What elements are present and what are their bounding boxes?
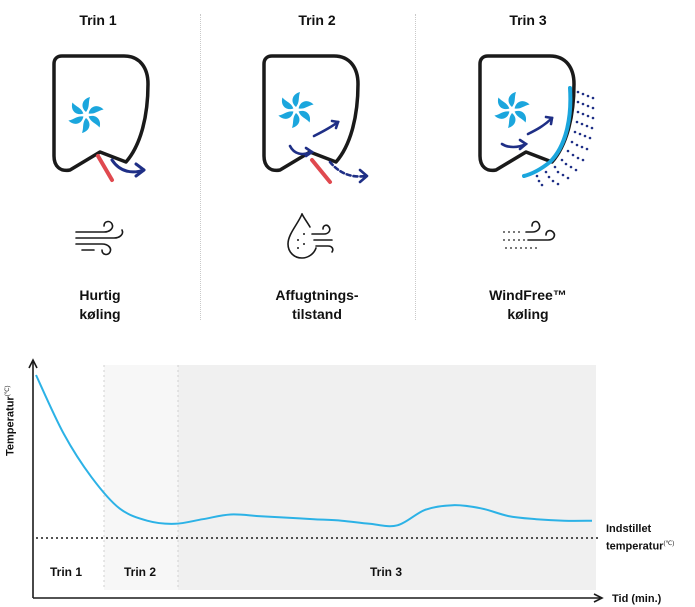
y-axis-label: Temperatur: [4, 396, 17, 456]
windfree-breeze-icon: [503, 220, 556, 249]
airflow-arrowhead-icon: [134, 162, 146, 178]
fan-icon: [494, 92, 530, 128]
phase-3-shade: [178, 365, 596, 590]
phase-label-3: Trin 3: [370, 565, 403, 579]
fast-wind-icon: [75, 220, 124, 256]
vane-red: [310, 158, 332, 184]
step-3-caption: WindFree™ køling: [453, 286, 603, 324]
step-2-caption-line2: tilstand: [292, 306, 342, 322]
y-axis-unit: (℃): [5, 385, 11, 397]
step-2-caption-line1: Affugtnings-: [275, 287, 359, 303]
micro-holes-airflow: [535, 90, 595, 187]
indoor-unit-outline: [478, 54, 576, 173]
inner-arrow-icon: [526, 116, 554, 136]
y-axis-arrowhead-icon: [28, 358, 38, 369]
step-3-airconditioner-illustration: [478, 54, 595, 187]
step-2-airconditioner-illustration: [262, 54, 369, 184]
fan-icon: [68, 97, 104, 133]
x-axis-label: Tid (min.): [612, 593, 662, 605]
vane-red: [96, 154, 114, 182]
column-divider-left: [200, 14, 201, 320]
dehumidify-drop-icon: [287, 213, 334, 259]
y-axis-title: Temperatur(℃): [4, 386, 17, 456]
setpoint-unit: (℃): [663, 541, 675, 547]
step-1-caption-line2: køling: [79, 306, 121, 322]
temperature-chart: [28, 358, 604, 603]
step-1-title: Trin 1: [79, 12, 117, 28]
x-axis-arrowhead-icon: [593, 593, 604, 603]
phase-label-1: Trin 1: [50, 565, 83, 579]
step-1-caption-line1: Hurtig: [79, 287, 121, 303]
setpoint-label-line2: temperatur(℃): [606, 540, 675, 553]
indoor-unit-outline: [262, 54, 360, 173]
indoor-unit-outline: [52, 54, 150, 173]
step-1-caption: Hurtig køling: [25, 286, 175, 324]
setpoint-label: Indstillet temperatur(℃): [606, 522, 674, 555]
setpoint-label-line1: Indstillet: [606, 523, 652, 535]
airflow-dashed-arrow-icon: [328, 160, 368, 178]
inner-arrow-icon: [312, 120, 340, 138]
windfree-panel: [522, 86, 573, 178]
temperature-curve: [35, 374, 593, 528]
step-3-caption-line2: køling: [507, 306, 549, 322]
phase-label-2: Trin 2: [124, 565, 157, 579]
step-2-title: Trin 2: [298, 12, 336, 28]
column-divider-right: [415, 14, 416, 320]
step-2-caption: Affugtnings- tilstand: [242, 286, 392, 324]
step-3-title: Trin 3: [509, 12, 547, 28]
step-3-caption-line1: WindFree™: [489, 287, 567, 303]
step-1-airconditioner-illustration: [52, 54, 150, 182]
fan-icon: [278, 92, 314, 128]
phase-2-shade: [104, 365, 178, 590]
